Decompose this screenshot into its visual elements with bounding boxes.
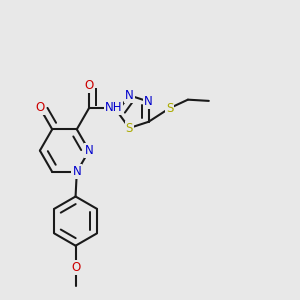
Text: O: O xyxy=(85,80,94,92)
Text: N: N xyxy=(144,95,153,108)
Text: S: S xyxy=(126,122,133,135)
Text: N: N xyxy=(125,89,134,102)
Text: S: S xyxy=(166,102,173,115)
Text: N: N xyxy=(85,144,94,157)
Text: O: O xyxy=(71,261,80,274)
Text: NH: NH xyxy=(105,101,122,115)
Text: O: O xyxy=(35,101,44,115)
Text: N: N xyxy=(72,165,81,178)
